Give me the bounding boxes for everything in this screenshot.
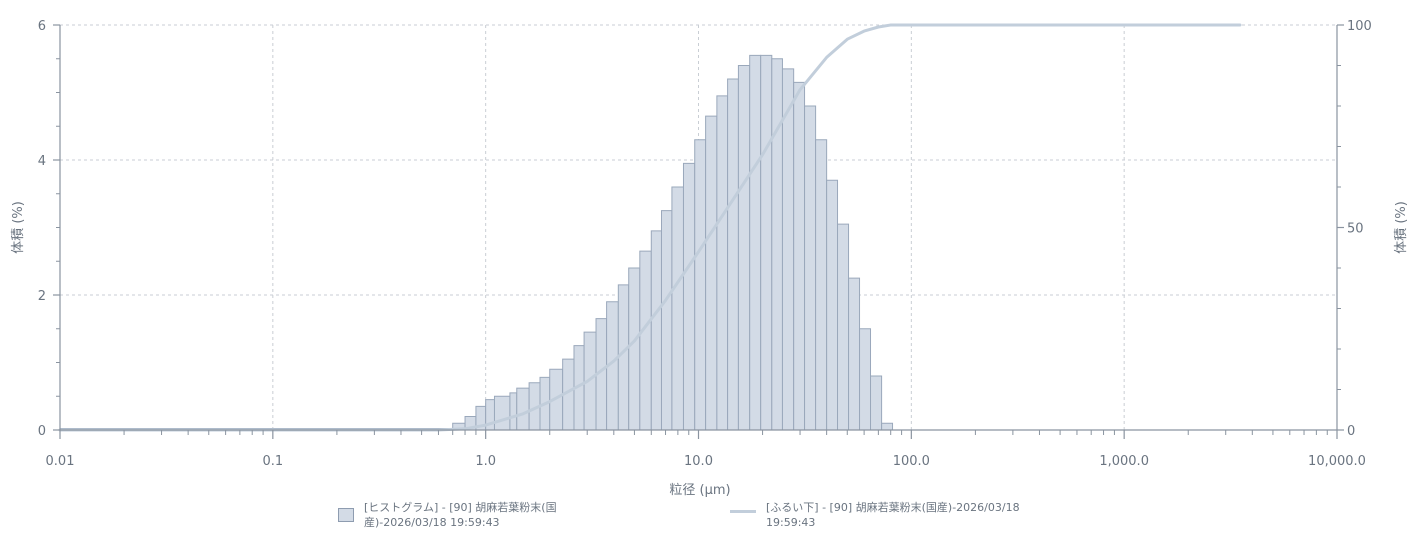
histogram-bar: [804, 105, 817, 431]
legend-cumulative-line2: 19:59:43: [766, 516, 816, 529]
histogram-bar: [848, 277, 861, 431]
histogram-bar: [781, 68, 795, 431]
histogram-bar: [617, 284, 630, 431]
legend-text-histogram: [ヒストグラム] - [90] 胡麻若葉粉末(国 産)-2026/03/18 1…: [364, 500, 634, 530]
histogram-bar: [859, 328, 872, 431]
y-right-tick-label: 0: [1347, 424, 1355, 439]
histogram-bar: [837, 223, 850, 431]
x-axis-title: 粒径 (μm): [669, 483, 730, 498]
cumulative-line: [58, 23, 1242, 432]
histogram-bar: [493, 395, 511, 431]
histogram-bar: [671, 186, 684, 431]
axes: 0.01 0.1 1.0 10.0 100.0 1,000.0 10,000.0 0 2 4 6 0 5…: [38, 19, 1372, 469]
histogram-bar: [815, 139, 828, 431]
histogram-bar: [516, 387, 530, 431]
histogram-bar: [628, 267, 641, 431]
histogram-bar: [682, 162, 696, 431]
x-tick-label: 1.0: [475, 454, 496, 469]
y-left-tick-label: 2: [38, 289, 46, 304]
x-tick-label: 0.1: [262, 454, 283, 469]
histogram-bar: [660, 210, 673, 431]
cumulative-series-line: [58, 23, 1242, 432]
x-tick-label: 0.01: [46, 454, 75, 469]
y-left-tick-label: 0: [38, 424, 46, 439]
histogram-bars: [60, 54, 894, 431]
y-left-tick-label: 4: [38, 154, 46, 169]
histogram-bar: [771, 58, 783, 431]
x-tick-label: 100.0: [893, 454, 930, 469]
histogram-bar: [694, 139, 707, 431]
histogram-bar: [760, 54, 773, 431]
histogram-bar: [650, 230, 662, 431]
x-tick-label: 1,000.0: [1099, 454, 1149, 469]
particle-size-chart: 0.01 0.1 1.0 10.0 100.0 1,000.0 10,000.0 0 2 4 6 0 5…: [11, 19, 1409, 498]
histogram-bar: [639, 250, 652, 431]
x-tick-label: 10,000.0: [1308, 454, 1366, 469]
histogram-bar: [509, 392, 518, 431]
histogram-bar: [793, 81, 806, 431]
y-left-tick-label: 6: [38, 19, 46, 34]
histogram-bar: [881, 422, 894, 431]
y-axis-title-right: 体積 (%): [1394, 201, 1409, 254]
legend-swatch-histogram: [338, 508, 354, 522]
x-tick-label: 10.0: [684, 454, 713, 469]
legend-cumulative-line1: [ふるい下] - [90] 胡麻若葉粉末(国産)-2026/03/18: [766, 501, 1020, 514]
histogram-bar: [716, 95, 729, 431]
legend-swatch-cumulative: [730, 510, 756, 513]
y-right-tick-label: 100: [1347, 19, 1372, 34]
legend-histogram-line1: [ヒストグラム] - [90] 胡麻若葉粉末(国: [364, 501, 557, 514]
y-right-tick-label: 50: [1347, 222, 1364, 237]
histogram-bar: [705, 115, 718, 431]
legend-text-cumulative: [ふるい下] - [90] 胡麻若葉粉末(国産)-2026/03/18 19:5…: [766, 500, 1096, 530]
histogram-bar: [749, 54, 762, 431]
histogram-bar: [727, 78, 739, 431]
legend-histogram-line2: 産)-2026/03/18 19:59:43: [364, 516, 500, 529]
histogram-bar: [870, 375, 883, 431]
histogram-bar: [737, 65, 751, 431]
y-axis-title-left: 体積 (%): [11, 201, 26, 254]
legend-item-histogram: [ヒストグラム] - [90] 胡麻若葉粉末(国 産)-2026/03/18 1…: [338, 500, 634, 530]
histogram-bar: [826, 179, 839, 431]
legend-item-cumulative: [ふるい下] - [90] 胡麻若葉粉末(国産)-2026/03/18 19:5…: [730, 500, 1096, 530]
